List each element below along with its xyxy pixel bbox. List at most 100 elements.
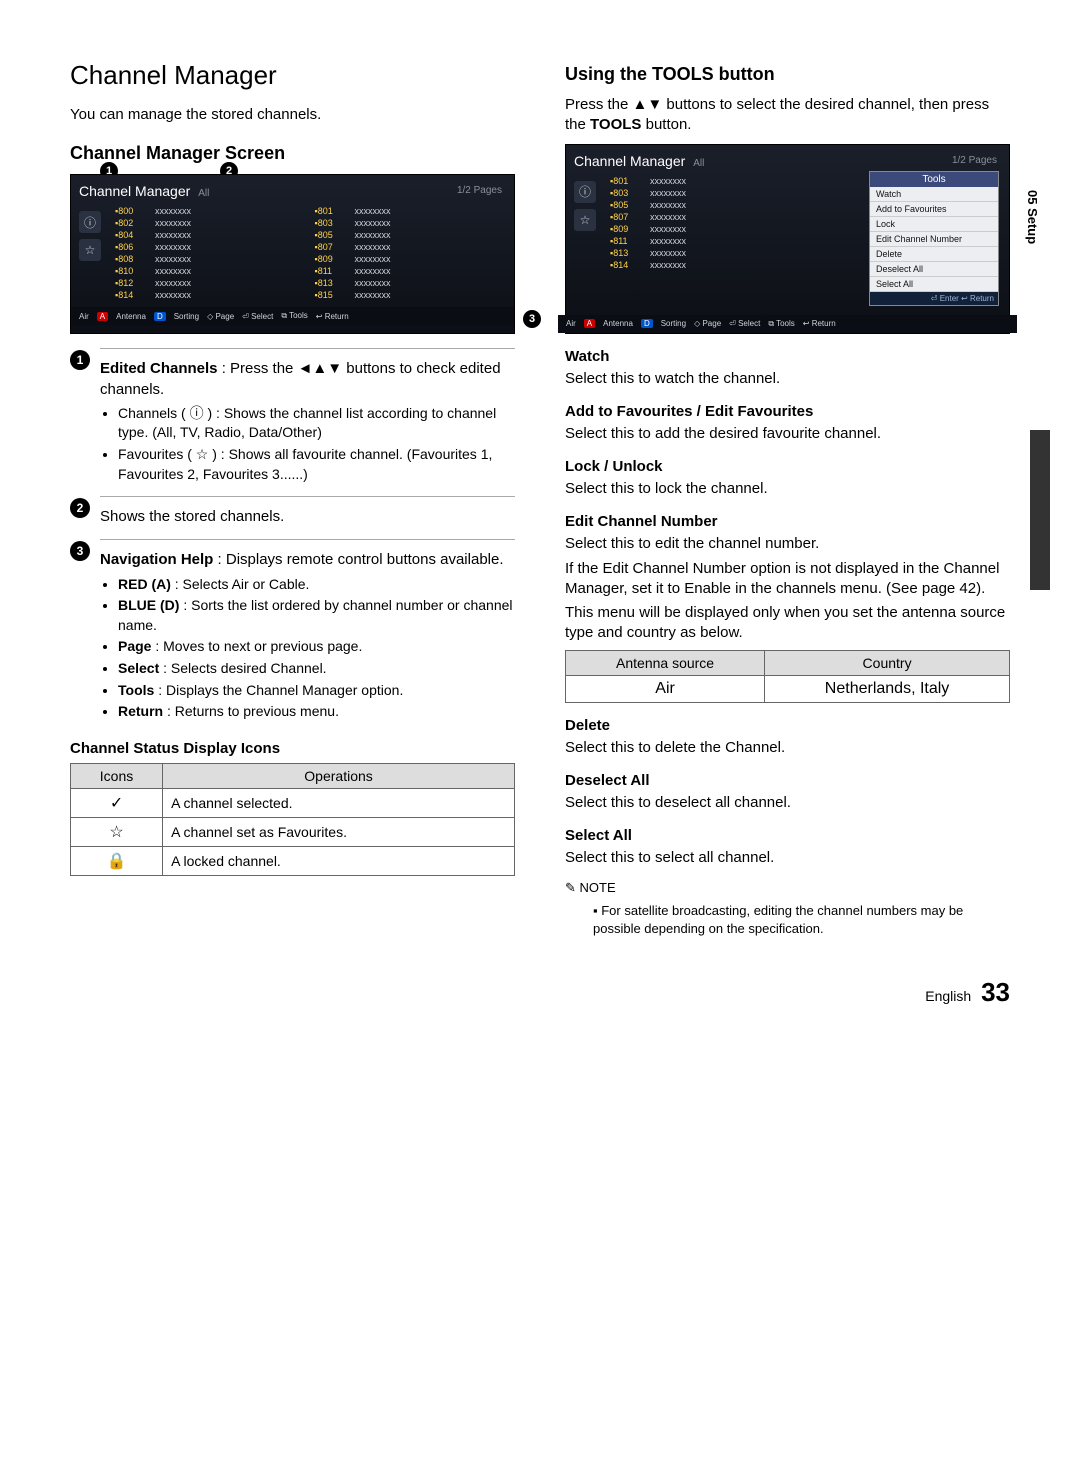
section-h: Watch xyxy=(565,348,1010,365)
th-icons: Icons xyxy=(71,763,163,788)
side-tab: 05 Setup xyxy=(1025,190,1040,244)
tools-menu: Tools WatchAdd to FavouritesLockEdit Cha… xyxy=(869,171,999,306)
antenna-table: Antenna sourceCountry AirNetherlands, It… xyxy=(565,650,1010,703)
ecn-extra1: If the Edit Channel Number option is not… xyxy=(565,559,1010,600)
ft2-tools: ⧉ Tools xyxy=(768,319,794,329)
desc-num-2: 2 xyxy=(70,498,90,518)
channel-row: ▪812xxxxxxxx xyxy=(113,277,307,289)
ft2-return: ↩ Return xyxy=(803,319,836,328)
shot-title: Channel Manager xyxy=(79,183,190,199)
nav-help-item: Return : Returns to previous menu. xyxy=(118,702,515,722)
section-p: Select this to deselect all channel. xyxy=(565,793,1010,813)
tools-item: Watch xyxy=(870,187,998,202)
section-p: Select this to add the desired favourite… xyxy=(565,424,1010,444)
tools-menu-hd: Tools xyxy=(870,172,998,187)
side-block xyxy=(1030,430,1050,590)
ft-return: ↩ Return xyxy=(316,312,349,321)
page-footer: English 33 xyxy=(70,977,1010,1008)
footer-lang: English xyxy=(925,988,971,1004)
tools-item: Deselect All xyxy=(870,262,998,277)
ft2-sorting: Sorting xyxy=(661,319,686,328)
desc-num-3: 3 xyxy=(70,541,90,561)
channel-row: ▪801xxxxxxxx xyxy=(608,175,728,187)
channel-row: ▪800xxxxxxxx xyxy=(113,205,307,217)
nav-help-item: BLUE (D) : Sorts the list ordered by cha… xyxy=(118,596,515,635)
ant-c1: Air xyxy=(566,675,765,702)
ft-air: Air xyxy=(79,312,89,321)
ft-select: ⏎ Select xyxy=(242,312,273,321)
section-p: Select this to watch the channel. xyxy=(565,369,1010,389)
channel-row: ▪810xxxxxxxx xyxy=(113,265,307,277)
channel-row: ▪811xxxxxxxx xyxy=(313,265,507,277)
channel-row: ▪814xxxxxxxx xyxy=(608,259,728,271)
note-body: For satellite broadcasting, editing the … xyxy=(593,902,1010,937)
btn-d-2: D xyxy=(641,319,653,328)
icon-cell: ✓ xyxy=(71,788,163,817)
ant-c2: Netherlands, Italy xyxy=(765,675,1010,702)
footer-page: 33 xyxy=(981,977,1010,1007)
channel-manager-screenshot: Channel Manager All 1/2 Pages ⓘ ☆ ▪800xx… xyxy=(70,174,515,334)
ft-antenna: Antenna xyxy=(116,312,146,321)
channels-icon: ⓘ xyxy=(79,211,101,233)
tools-item: Add to Favourites xyxy=(870,202,998,217)
icons-heading: Channel Status Display Icons xyxy=(70,740,515,757)
channel-row: ▪811xxxxxxxx xyxy=(608,235,728,247)
icon-cell: ☆ xyxy=(71,817,163,846)
section-h: Deselect All xyxy=(565,772,1010,789)
channel-row: ▪809xxxxxxxx xyxy=(313,253,507,265)
ant-h1: Antenna source xyxy=(566,650,765,675)
channel-row: ▪806xxxxxxxx xyxy=(113,241,307,253)
channel-row: ▪803xxxxxxxx xyxy=(608,187,728,199)
desc1-b2: Favourites ( ☆ ) : Shows all favourite c… xyxy=(118,445,515,484)
btn-a-2: A xyxy=(584,319,595,328)
intro-text: You can manage the stored channels. xyxy=(70,105,515,125)
channel-row: ▪802xxxxxxxx xyxy=(113,217,307,229)
section-h: Select All xyxy=(565,827,1010,844)
channel-row: ▪807xxxxxxxx xyxy=(608,211,728,223)
ft2-antenna: Antenna xyxy=(603,319,633,328)
channel-row: ▪804xxxxxxxx xyxy=(113,229,307,241)
ft-page: ◇ Page xyxy=(207,312,234,321)
section-p: Select this to select all channel. xyxy=(565,848,1010,868)
desc-num-1: 1 xyxy=(70,350,90,370)
th-ops: Operations xyxy=(163,763,515,788)
section-h: Edit Channel Number xyxy=(565,513,1010,530)
btn-a: A xyxy=(97,312,108,321)
nav-help-item: Page : Moves to next or previous page. xyxy=(118,637,515,657)
desc3-lead: Navigation Help : Displays remote contro… xyxy=(100,550,515,570)
tools-heading: Using the TOOLS button xyxy=(565,64,1010,85)
tools-item: Lock xyxy=(870,217,998,232)
channel-row: ▪803xxxxxxxx xyxy=(313,217,507,229)
left-column: Channel Manager You can manage the store… xyxy=(70,60,515,937)
desc1-b1: Channels ( ⓘ ) : Shows the channel list … xyxy=(118,404,515,443)
favourites-icon: ☆ xyxy=(79,239,101,261)
ft-sorting: Sorting xyxy=(174,312,199,321)
ft2-select: ⏎ Select xyxy=(729,319,760,328)
op-cell: A channel set as Favourites. xyxy=(163,817,515,846)
desc2: Shows the stored channels. xyxy=(100,507,515,527)
callout-3: 3 xyxy=(523,310,541,328)
tools-item: Edit Channel Number xyxy=(870,232,998,247)
shot-all: All xyxy=(198,188,209,199)
right-column: Using the TOOLS button Press the ▲▼ butt… xyxy=(565,60,1010,937)
ft-tools: ⧉ Tools xyxy=(281,311,307,321)
ft2-page: ◇ Page xyxy=(694,319,721,328)
section-h: Add to Favourites / Edit Favourites xyxy=(565,403,1010,420)
ant-h2: Country xyxy=(765,650,1010,675)
tools-menu-ft: ⏎ Enter ↩ Return xyxy=(870,292,998,305)
icons-table: IconsOperations ✓A channel selected.☆A c… xyxy=(70,763,515,876)
section-p: Select this to delete the Channel. xyxy=(565,738,1010,758)
channel-row: ▪808xxxxxxxx xyxy=(113,253,307,265)
channel-row: ▪801xxxxxxxx xyxy=(313,205,507,217)
section-screen: Channel Manager Screen xyxy=(70,143,515,164)
tools-item: Delete xyxy=(870,247,998,262)
page-title: Channel Manager xyxy=(70,60,515,91)
tools-intro: Press the ▲▼ buttons to select the desir… xyxy=(565,95,1010,136)
channel-row: ▪805xxxxxxxx xyxy=(313,229,507,241)
shot2-pages: 1/2 Pages xyxy=(952,155,997,166)
section-h: Lock / Unlock xyxy=(565,458,1010,475)
op-cell: A channel selected. xyxy=(163,788,515,817)
desc1-lead: Edited Channels : Press the ◄▲▼ buttons … xyxy=(100,359,515,400)
shot2-title: Channel Manager xyxy=(574,153,685,169)
nav-help-item: RED (A) : Selects Air or Cable. xyxy=(118,575,515,595)
